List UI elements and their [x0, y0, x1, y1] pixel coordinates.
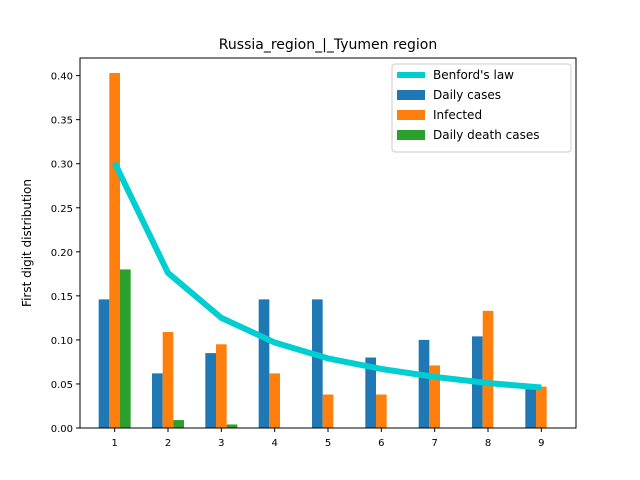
- legend-label: Daily cases: [433, 88, 501, 102]
- x-tick-label: 1: [111, 438, 117, 449]
- bar-daily-cases-9: [525, 388, 536, 428]
- x-tick-label: 6: [378, 438, 384, 449]
- bar-daily-cases-4: [258, 299, 270, 428]
- x-tick-label: 7: [431, 438, 437, 449]
- bar-infected-9: [536, 386, 547, 428]
- bar-infected-1: [109, 72, 120, 428]
- legend-frame: [391, 63, 572, 153]
- x-tick-label: 8: [485, 438, 491, 449]
- bar-daily-death-cases-2: [173, 420, 184, 428]
- legend-swatch: [397, 110, 425, 120]
- bar-daily-cases-7: [418, 339, 430, 428]
- y-tick-label: 0.20: [51, 248, 73, 259]
- y-tick-label: 0.25: [51, 204, 73, 215]
- bar-daily-cases-2: [152, 373, 163, 428]
- x-tick-label: 2: [165, 438, 171, 449]
- x-tick-label: 3: [218, 438, 224, 449]
- legend-swatch: [397, 130, 425, 140]
- y-tick-label: 0.15: [51, 292, 73, 303]
- bar-daily-death-cases-3: [226, 424, 238, 428]
- legend-label: Daily death cases: [433, 128, 540, 142]
- chart-title: Russia_region_|_Tyumen region: [219, 37, 437, 53]
- y-tick-label: 0.10: [51, 336, 73, 347]
- line-layer: [111, 161, 542, 391]
- y-tick-label: 0.30: [51, 160, 73, 171]
- y-tick-label: 0.00: [51, 424, 73, 435]
- bar-infected-5: [322, 394, 334, 428]
- bar-daily-cases-6: [365, 357, 376, 428]
- bar-infected-3: [216, 344, 227, 428]
- bar-infected-8: [482, 310, 494, 428]
- legend-swatch: [397, 90, 425, 100]
- legend: Benford's law Daily cases Infected Daily de…: [391, 63, 572, 153]
- bar-daily-cases-5: [312, 299, 323, 428]
- bar-daily-cases-3: [205, 353, 216, 428]
- x-tick-label: 9: [538, 438, 544, 449]
- bar-infected-7: [429, 365, 440, 428]
- y-tick-label: 0.40: [51, 72, 73, 83]
- line-benford-s-law: [111, 161, 542, 391]
- bar-infected-4: [269, 373, 280, 428]
- x-tick-label: 5: [325, 438, 331, 449]
- bar-daily-cases-1: [98, 299, 110, 428]
- x-axis: 1 2 3 4 5 6 7 8 9: [111, 428, 545, 449]
- y-tick-label: 0.05: [51, 380, 73, 391]
- bar-daily-death-cases-1: [120, 269, 131, 428]
- legend-label: Benford's law: [433, 68, 514, 82]
- bar-infected-6: [376, 394, 387, 428]
- y-axis: 0.00 0.05 0.10 0.15 0.20 0.25 0.30 0.35 0.40: [51, 72, 80, 435]
- legend-label: Infected: [433, 108, 482, 122]
- y-tick-label: 0.35: [51, 116, 73, 127]
- x-tick-label: 4: [271, 438, 277, 449]
- bar-infected-2: [162, 331, 174, 428]
- y-axis-label: First digit distribution: [20, 179, 34, 307]
